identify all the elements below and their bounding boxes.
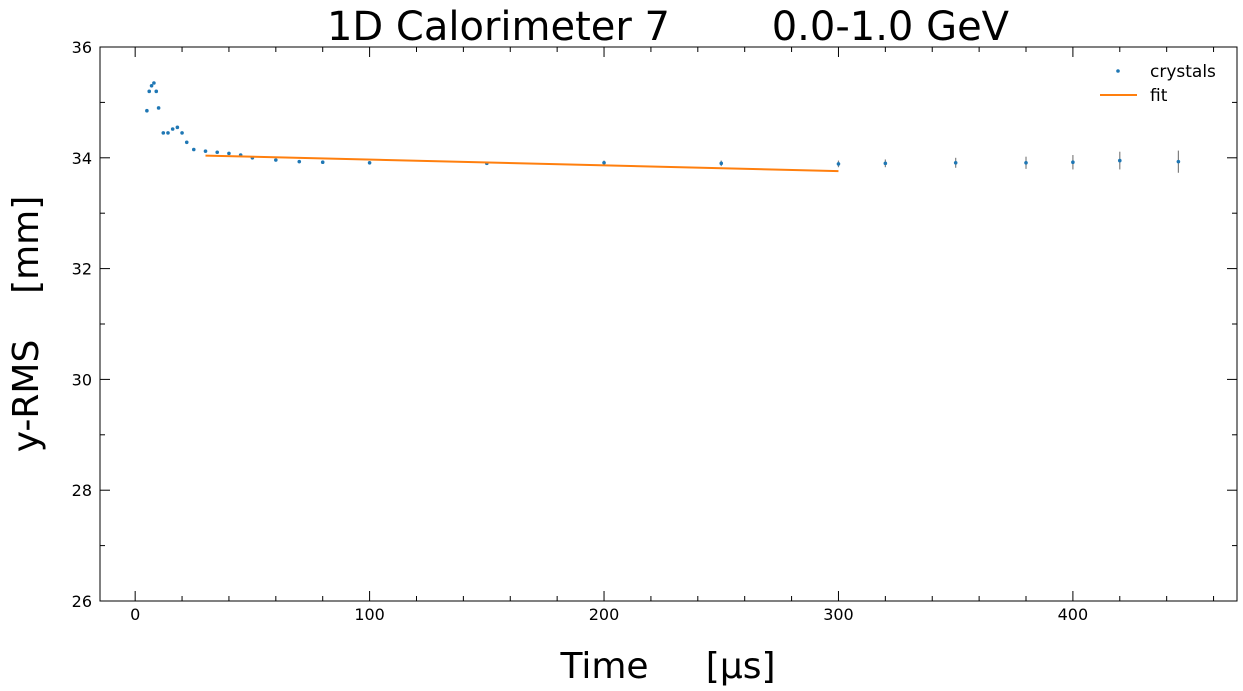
- y-tick-label: 32: [72, 260, 92, 279]
- crystals-point: [184, 140, 189, 145]
- crystals-point: [227, 151, 231, 156]
- y-tick-label: 36: [72, 38, 92, 57]
- legend-crystals-label: crystals: [1150, 62, 1216, 82]
- crystals-point: [1071, 160, 1075, 165]
- crystals-point: [149, 83, 154, 88]
- y-tick-label: 30: [72, 370, 92, 389]
- crystals-point: [175, 125, 180, 130]
- crystals-point: [953, 160, 958, 165]
- crystals-point: [274, 158, 278, 162]
- x-axis: 0 100 200 300 400: [130, 47, 1215, 624]
- crystals-point: [215, 150, 220, 155]
- legend-fit-label: fit: [1150, 86, 1168, 106]
- crystals-point: [883, 161, 888, 166]
- crystals-point: [170, 127, 175, 131]
- chart-title: 1D Calorimeter 7 0.0-1.0 GeV: [327, 4, 1010, 50]
- y-axis-title: y-RMS [mm]: [6, 196, 47, 453]
- crystals-point: [602, 160, 606, 165]
- crystals-point: [161, 131, 166, 135]
- crystals-point: [367, 160, 372, 165]
- legend-crystals-marker: [1116, 69, 1120, 73]
- crystals-point: [152, 81, 156, 85]
- crystals-point: [191, 147, 196, 152]
- plot-frame: [99, 46, 1238, 602]
- crystals-point: [166, 131, 170, 135]
- y-tick-label: 28: [72, 481, 92, 500]
- plot-area: [145, 81, 1181, 173]
- crystals-point: [203, 149, 208, 153]
- crystals-point: [145, 108, 149, 113]
- x-tick-label: 400: [1058, 605, 1089, 624]
- legend: crystals fit: [1100, 62, 1216, 106]
- series-crystals: [145, 81, 1181, 173]
- x-tick-label: 200: [589, 605, 620, 624]
- crystals-point: [1176, 159, 1181, 164]
- crystals-point: [156, 106, 161, 110]
- crystals-point: [154, 89, 159, 94]
- crystals-point: [180, 131, 184, 135]
- crystals-point: [1024, 160, 1028, 165]
- x-tick-label: 100: [354, 605, 385, 624]
- crystals-point: [719, 161, 724, 166]
- y-axis: 26 28 30 32 34 36: [72, 38, 1237, 611]
- crystals-point: [147, 89, 152, 94]
- x-tick-label: 0: [130, 605, 140, 624]
- x-axis-title: Time [µs]: [559, 646, 775, 687]
- crystals-point: [320, 160, 325, 165]
- x-tick-label: 300: [823, 605, 854, 624]
- y-tick-label: 34: [72, 149, 92, 168]
- crystals-point: [297, 159, 302, 164]
- fit-line: [205, 154, 839, 173]
- y-tick-label: 26: [72, 592, 92, 611]
- crystals-point: [836, 162, 841, 166]
- crystals-point: [1117, 158, 1122, 163]
